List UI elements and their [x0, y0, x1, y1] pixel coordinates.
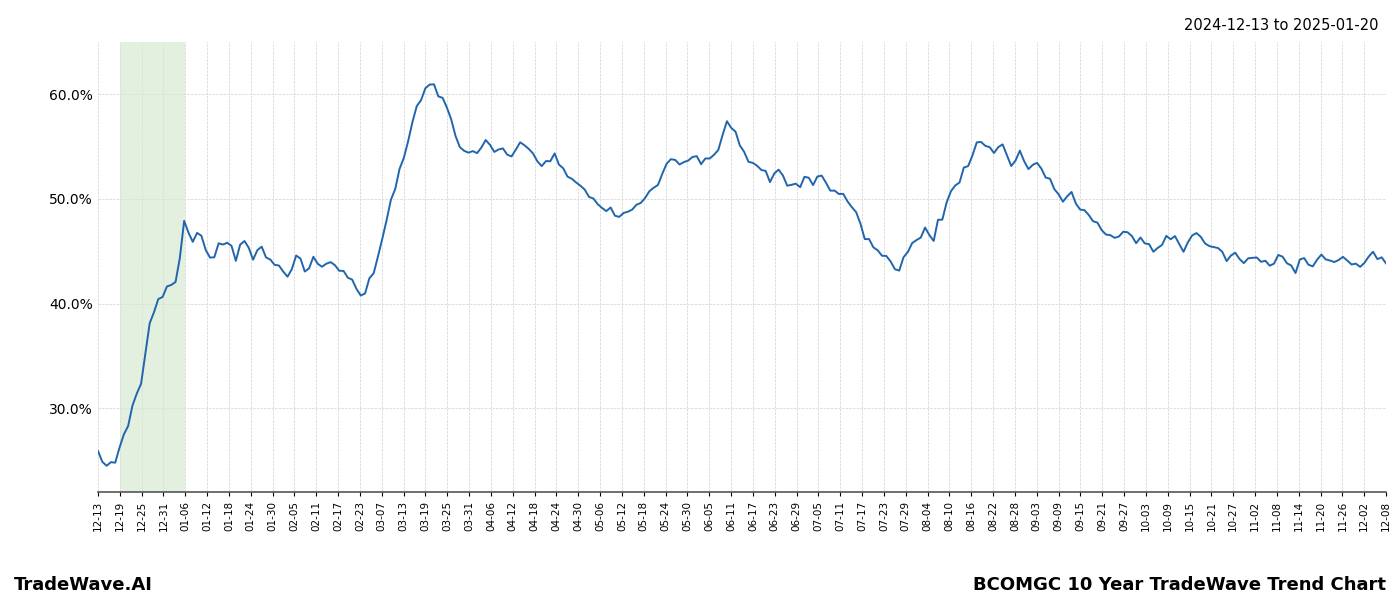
- Text: BCOMGC 10 Year TradeWave Trend Chart: BCOMGC 10 Year TradeWave Trend Chart: [973, 576, 1386, 594]
- Bar: [120, 42, 185, 492]
- Text: TradeWave.AI: TradeWave.AI: [14, 576, 153, 594]
- Text: 2024-12-13 to 2025-01-20: 2024-12-13 to 2025-01-20: [1184, 18, 1379, 33]
